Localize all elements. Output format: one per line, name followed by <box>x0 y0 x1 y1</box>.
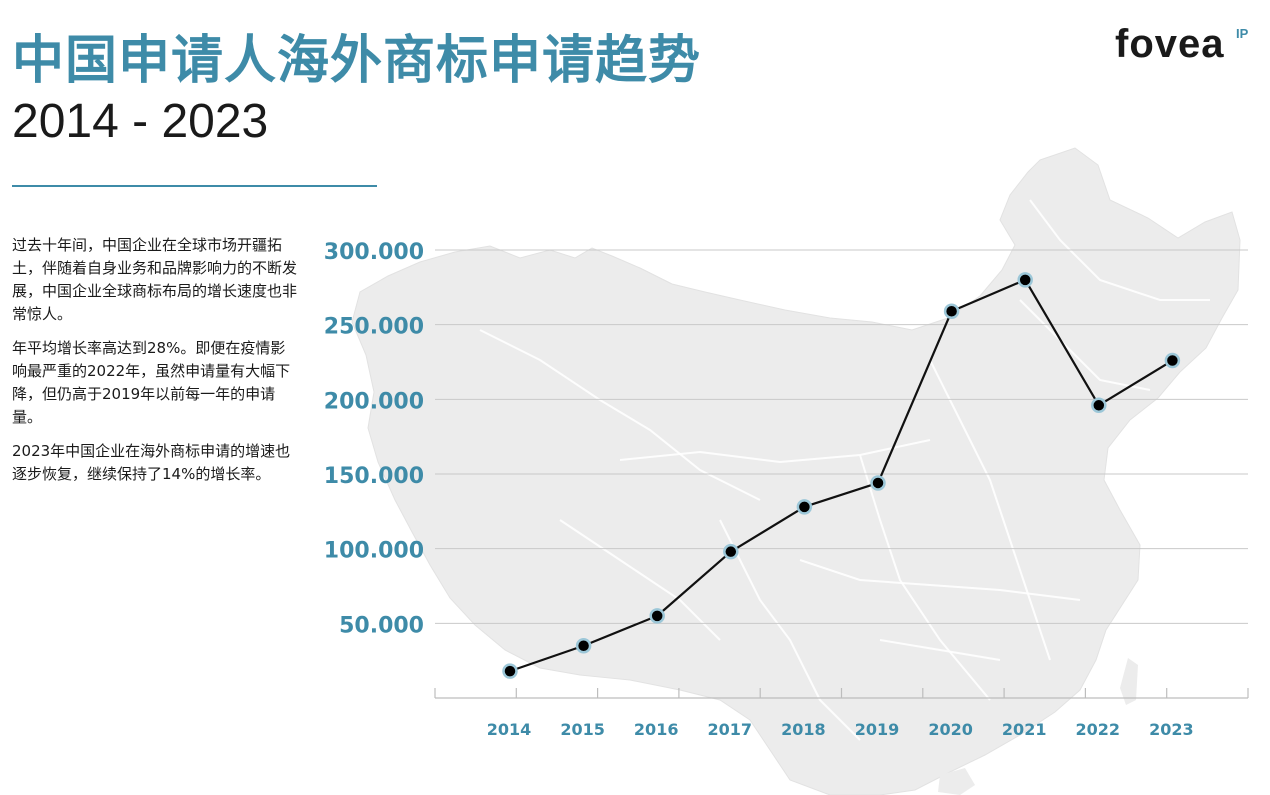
line-series <box>502 272 1181 679</box>
x-tick-label: 2015 <box>560 720 605 739</box>
china-map-background <box>351 147 1241 795</box>
china-map-shape <box>351 147 1241 795</box>
data-point <box>723 543 739 560</box>
x-tick-label: 2023 <box>1149 720 1194 739</box>
x-tick-label: 2014 <box>487 720 532 739</box>
x-tick-label: 2019 <box>855 720 900 739</box>
description-paragraph-1: 过去十年间，中国企业在全球市场开疆拓土，伴随着自身业务和品牌影响力的不断发展，中… <box>12 236 298 323</box>
logo-superscript: IP <box>1236 26 1249 41</box>
x-axis-labels: 2014 2015 2016 2017 2018 2019 2020 2021 2022 2023 <box>487 720 1194 739</box>
description-paragraph-2: 年平均增长率高达到28%。即便在疫情影响最严重的2022年，虽然申请量有大幅下降… <box>12 339 291 426</box>
y-tick-label: 200.000 <box>324 389 424 414</box>
description-paragraph-3: 2023年中国企业在海外商标申请的增速也逐步恢复，继续保持了14%的增长率。 <box>12 442 291 483</box>
data-point <box>1164 352 1181 369</box>
data-point <box>502 663 518 679</box>
page-title: 中国申请人海外商标申请趋势 <box>12 31 702 91</box>
series-line <box>509 278 1173 673</box>
x-axis <box>434 688 1249 699</box>
data-point <box>796 499 813 515</box>
y-tick-label: 150.000 <box>324 464 424 489</box>
x-tick-label: 2022 <box>1076 720 1121 739</box>
y-tick-label: 100.000 <box>324 539 424 564</box>
hainan-island-shape <box>938 768 975 795</box>
data-point <box>575 637 592 654</box>
x-tick-label: 2021 <box>1002 720 1047 739</box>
data-point <box>943 303 960 319</box>
y-axis-labels: 50.000 100.000 150.000 200.000 250.000 300.00… <box>324 240 424 638</box>
x-tick-label: 2016 <box>634 720 679 739</box>
data-point <box>1091 397 1107 414</box>
data-point <box>649 608 665 624</box>
y-tick-label: 300.000 <box>324 240 424 265</box>
taiwan-island-shape <box>1120 658 1138 705</box>
logo-wordmark: fovea <box>1115 22 1225 66</box>
data-point <box>870 475 886 491</box>
grid-lines <box>435 249 1248 624</box>
description-column: 过去十年间，中国企业在全球市场开疆拓土，伴随着自身业务和品牌影响力的不断发展，中… <box>12 234 298 497</box>
y-tick-label: 250.000 <box>324 315 424 340</box>
page-subtitle: 2014 - 2023 <box>12 95 269 148</box>
y-tick-label: 50.000 <box>339 613 424 638</box>
province-borders <box>479 199 1210 741</box>
x-tick-label: 2017 <box>708 720 753 739</box>
x-tick-label: 2018 <box>781 720 826 739</box>
title-divider <box>12 185 377 187</box>
data-point <box>1017 272 1033 288</box>
x-tick-label: 2020 <box>928 720 973 739</box>
fovea-logo: fovea IP <box>1115 22 1248 72</box>
